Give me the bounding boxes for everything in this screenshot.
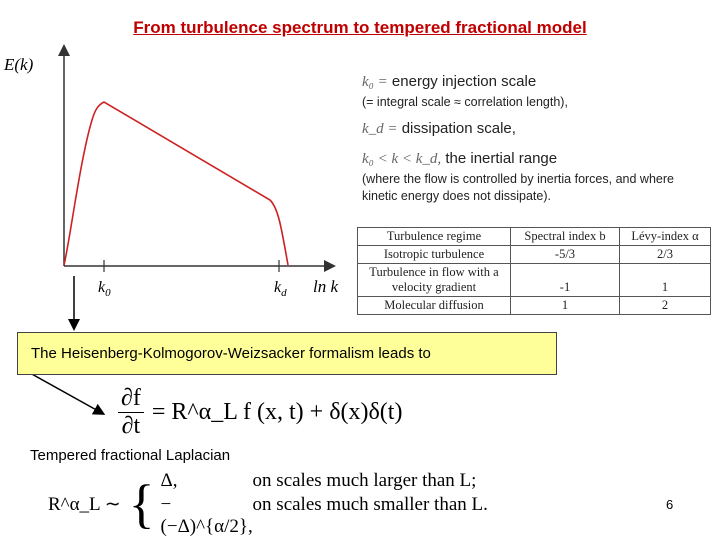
- kd-symbol: k_d =: [362, 121, 398, 137]
- kd-letter: k: [274, 279, 282, 296]
- diagonal-arrow: [29, 372, 106, 415]
- table-cell: 2/3: [619, 245, 711, 264]
- tempered-laplacian-definition: R^α_L ∼ { Δ, on scales much larger than …: [48, 470, 488, 538]
- y-axis-label: E(k): [3, 55, 34, 74]
- x-axis-label: ln k: [313, 277, 338, 296]
- hkw-formalism-box: The Heisenberg-Kolmogorov-Weizsacker for…: [17, 332, 557, 375]
- case-2-expr: −(−Δ)^{α/2},: [160, 494, 253, 537]
- k0-text: energy injection scale: [391, 73, 537, 90]
- table-header-row: Turbulence regime Spectral index b Lévy-…: [357, 227, 711, 246]
- inertial-note: k₀ < k < k_d, the inertial range: [362, 149, 717, 169]
- cases: Δ, on scales much larger than L; −(−Δ)^{…: [161, 470, 488, 538]
- table-cell: Molecular diffusion: [357, 296, 511, 315]
- time-derivative: ∂f ∂t: [118, 385, 144, 440]
- turbulence-regime-table: Turbulence regime Spectral index b Lévy-…: [357, 227, 711, 315]
- scale-notes: k₀ = energy injection scale (= integral …: [362, 72, 717, 205]
- left-brace: {: [128, 474, 155, 534]
- table-row: Turbulence in flow with a velocity gradi…: [357, 263, 711, 297]
- k0-detail: (= integral scale ≈ correlation length),: [362, 95, 568, 109]
- tempered-laplacian-label: Tempered fractional Laplacian: [30, 447, 231, 464]
- page-number: 6: [666, 497, 674, 512]
- inertial-text: the inertial range: [445, 150, 558, 167]
- case-1-expr: Δ,: [160, 470, 178, 491]
- inertial-symbol: k₀ < k < k_d,: [362, 151, 442, 167]
- table-cell: -1: [510, 263, 620, 297]
- kd-subscript: d: [281, 287, 287, 299]
- table-cell: 1: [510, 296, 620, 315]
- k0-subscript: 0: [105, 287, 111, 299]
- k0-symbol: k₀ =: [362, 74, 388, 90]
- table-row: Molecular diffusion 1 2: [357, 296, 711, 315]
- inertial-detail-2: kinetic energy does not dissipate).: [362, 189, 551, 203]
- case-1-condition: on scales much larger than L;: [252, 470, 477, 491]
- kd-label: kd: [274, 279, 287, 299]
- table-cell: Isotropic turbulence: [357, 245, 511, 264]
- k0-note: k₀ = energy injection scale: [362, 72, 717, 92]
- spectrum-curve: [63, 101, 289, 266]
- numerator: ∂f: [118, 385, 144, 413]
- table-cell: 1: [619, 263, 711, 297]
- governing-equation: ∂f ∂t = R^α_L f (x, t) + δ(x)δ(t): [118, 385, 402, 440]
- denominator: ∂t: [121, 413, 141, 439]
- slide-title: From turbulence spectrum to tempered fra…: [133, 18, 587, 37]
- table-header: Spectral index b: [510, 227, 620, 246]
- table-cell: -5/3: [510, 245, 620, 264]
- kd-note: k_d = dissipation scale,: [362, 119, 717, 139]
- table-cell: Turbulence in flow with a velocity gradi…: [357, 263, 511, 297]
- table-row: Isotropic turbulence -5/3 2/3: [357, 245, 711, 264]
- energy-spectrum-plot: E(k) ln k k0 kd: [3, 44, 338, 299]
- k0-label: k0: [98, 279, 111, 299]
- operator-lhs: R^α_L ∼: [48, 493, 121, 515]
- case-2-condition: on scales much smaller than L.: [252, 494, 488, 515]
- inertial-detail-1: (where the flow is controlled by inertia…: [362, 172, 674, 186]
- equation-rhs: = R^α_L f (x, t) + δ(x)δ(t): [151, 399, 403, 425]
- kd-text: dissipation scale,: [401, 120, 516, 137]
- k0-letter: k: [98, 279, 106, 296]
- table-header: Turbulence regime: [357, 227, 511, 246]
- table-header: Lévy-index α: [619, 227, 711, 246]
- table-cell: 2: [619, 296, 711, 315]
